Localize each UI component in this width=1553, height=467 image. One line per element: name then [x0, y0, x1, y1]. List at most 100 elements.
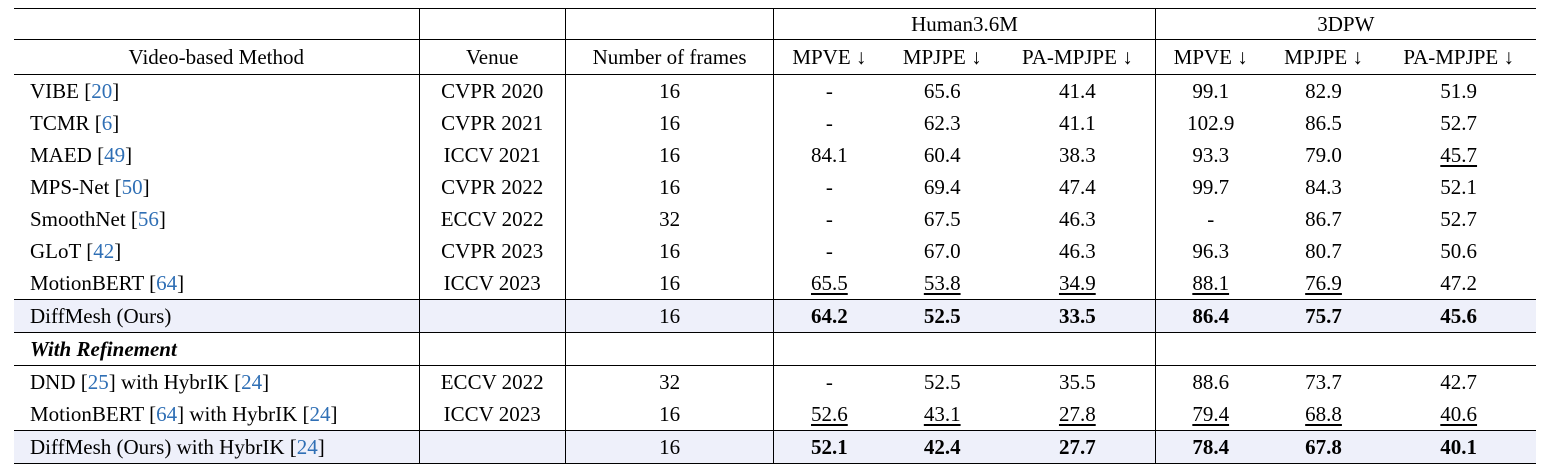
value-cell: 67.8	[1265, 430, 1382, 464]
value-cell: 88.6	[1155, 365, 1266, 398]
value-cell: 45.6	[1381, 299, 1536, 333]
value-cell: 67.0	[923, 239, 961, 263]
citation-link[interactable]: 56	[137, 207, 159, 231]
venue-cell: ICCV 2023	[419, 398, 566, 431]
method-cell: DND [25] with HybrIK [24]	[14, 365, 420, 398]
citation-link[interactable]: 25	[87, 370, 109, 394]
table-row: MotionBERT [64] ICCV 2023 16 65.5 53.8 3…	[14, 267, 1536, 300]
value-cell: 75.7	[1265, 299, 1382, 333]
venue-cell: ICCV 2021	[419, 139, 566, 171]
value-cell: 86.4	[1155, 299, 1266, 333]
frames-cell: 16	[565, 267, 775, 300]
value-cell: 42.4	[884, 430, 1001, 464]
value-cell: 102.9	[1187, 111, 1235, 135]
frames-cell: 16	[565, 430, 775, 464]
frames-cell: 16	[565, 74, 775, 107]
method-name: SmoothNet	[30, 207, 126, 231]
venue-cell: CVPR 2022	[419, 171, 566, 203]
citation-link[interactable]: 24	[309, 402, 331, 426]
method-cell: MotionBERT [64] with HybrIK [24]	[14, 398, 420, 431]
table-row: DND [25] with HybrIK [24] ECCV 2022 32 -…	[14, 365, 1536, 398]
value-cell: -	[773, 74, 885, 107]
venue-cell: ECCV 2022	[419, 365, 566, 398]
table-row-ours: DiffMesh (Ours) with HybrIK [24] 16 52.1…	[14, 430, 1536, 464]
citation-link[interactable]: 42	[93, 239, 115, 263]
value-cell: -	[825, 239, 833, 263]
header-empty-venue	[419, 8, 566, 40]
venue-cell: CVPR 2021	[419, 107, 566, 139]
value-cell: 35.5	[1000, 365, 1156, 398]
frames-cell: 32	[565, 365, 775, 398]
value-cell: 52.5	[884, 365, 1001, 398]
table-row: TCMR [6] CVPR 2021 16 - 62.3 41.1 102.9 …	[14, 107, 1536, 139]
table-row: SmoothNet [56] ECCV 2022 32 - 67.5 46.3 …	[14, 203, 1536, 235]
method-name: MPS-Net	[30, 175, 110, 199]
citation-link[interactable]: 50	[121, 175, 143, 199]
frames-cell: 16	[565, 398, 775, 431]
value-cell: 76.9	[1305, 271, 1342, 295]
table-row: MAED [49] ICCV 2021 16 84.1 60.4 38.3 93…	[14, 139, 1536, 171]
value-cell: 99.7	[1192, 175, 1230, 199]
value-cell: 52.1	[773, 430, 885, 464]
value-cell: 79.0	[1305, 143, 1342, 167]
method-cell: DiffMesh (Ours) with HybrIK [24]	[14, 430, 420, 464]
value-cell: 84.3	[1305, 175, 1342, 199]
header-group-row: Human3.6M 3DPW	[14, 8, 1536, 40]
frames-cell: 32	[565, 203, 775, 235]
method-name: DND	[30, 370, 76, 394]
citation-link[interactable]: 20	[91, 79, 113, 103]
method-name: VIBE	[30, 79, 79, 103]
method-cell: SmoothNet [56]	[14, 203, 420, 235]
value-cell: 47.4	[1000, 171, 1156, 203]
value-cell: 42.7	[1381, 365, 1536, 398]
frames-cell: 16	[565, 107, 775, 139]
value-cell: 34.9	[1000, 267, 1156, 300]
value-cell: -	[1207, 207, 1215, 231]
value-cell: 40.1	[1381, 430, 1536, 464]
value-cell: 47.2	[1440, 271, 1478, 295]
method-name: DiffMesh (Ours) with HybrIK	[30, 435, 285, 459]
col-metric: MPJPE ↓	[884, 39, 1001, 75]
method-name: TCMR	[30, 111, 90, 135]
method-cell: MAED [49]	[14, 139, 420, 171]
method-name: MotionBERT	[30, 271, 144, 295]
method-cell: MPS-Net [50]	[14, 171, 420, 203]
citation-link[interactable]: 24	[241, 370, 263, 394]
section-empty	[419, 332, 566, 366]
value-cell: 88.1	[1192, 271, 1230, 295]
header-empty-method	[14, 8, 420, 40]
value-cell: 27.7	[1000, 430, 1156, 464]
citation-link[interactable]: 64	[156, 402, 178, 426]
value-cell: 41.4	[1000, 74, 1156, 107]
section-empty	[1155, 332, 1536, 366]
section-empty	[773, 332, 1156, 366]
frames-cell: 16	[565, 235, 775, 267]
value-cell: 78.4	[1155, 430, 1266, 464]
value-cell: 93.3	[1192, 143, 1230, 167]
value-cell: 65.6	[884, 74, 1001, 107]
citation-link[interactable]: 6	[101, 111, 113, 135]
citation-link[interactable]: 64	[156, 271, 178, 295]
value-cell: -	[825, 175, 833, 199]
venue-cell	[419, 430, 566, 464]
value-cell: 52.6	[811, 402, 848, 426]
citation-link[interactable]: 24	[296, 435, 318, 459]
citation-link[interactable]: 49	[104, 143, 126, 167]
value-cell: 99.1	[1155, 74, 1266, 107]
value-cell: 82.9	[1265, 74, 1382, 107]
table-row: VIBE [20] CVPR 2020 16 - 65.6 41.4 99.1 …	[14, 74, 1536, 107]
frames-cell: 16	[565, 299, 775, 333]
value-cell: 45.7	[1440, 143, 1478, 167]
header-3dpw: 3DPW	[1155, 8, 1536, 40]
value-cell: 65.5	[811, 271, 848, 295]
col-method: Video-based Method	[14, 39, 420, 75]
value-cell: 68.8	[1305, 402, 1342, 426]
value-cell: 27.8	[1000, 398, 1156, 431]
venue-cell: CVPR 2020	[419, 74, 566, 107]
value-cell: 52.7	[1440, 207, 1478, 231]
value-cell: 33.5	[1000, 299, 1156, 333]
value-cell: 43.1	[923, 402, 961, 426]
value-cell: 96.3	[1192, 239, 1230, 263]
value-cell: 52.5	[884, 299, 1001, 333]
method-cell: GLoT [42]	[14, 235, 420, 267]
